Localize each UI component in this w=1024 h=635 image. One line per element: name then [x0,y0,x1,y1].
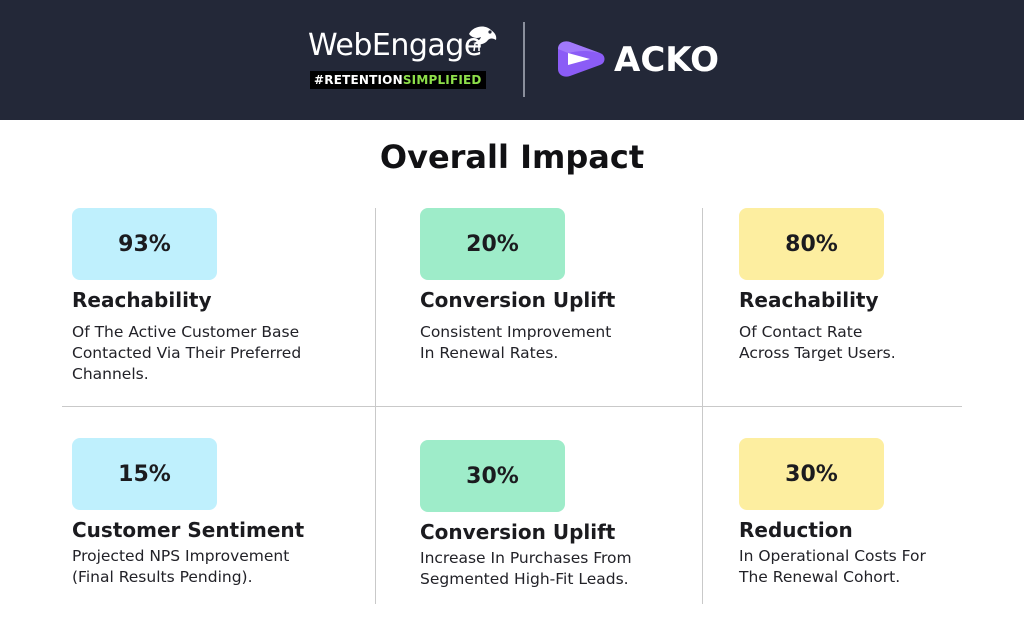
acko-mark-icon [558,41,605,77]
metric-description-line: Consistent Improvement [420,323,612,341]
metric-description-line: Across Target Users. [739,344,896,362]
acko-wordmark: ACKO [614,40,719,80]
metric-description-line: In Renewal Rates. [420,344,559,362]
metric-title: Reachability [739,288,879,312]
metric-value-badge: 30% [739,438,884,510]
metric-value-badge: 15% [72,438,217,510]
metric-value-badge: 30% [420,440,565,512]
webengage-wordmark: WebEngage [308,28,482,63]
grid-vertical-divider-1 [375,208,376,604]
header-banner: WebEngage #RETENTIONSIMPLIFIED ACKO [0,0,1024,120]
metric-description: Projected NPS Improvement (Final Results… [72,546,352,588]
metric-description: Increase In Purchases From Segmented Hig… [420,548,700,590]
bird-icon [469,26,497,52]
metric-value-badge: 93% [72,208,217,280]
grid-horizontal-divider [62,406,962,407]
metric-description-line: Of Contact Rate [739,323,863,341]
metric-value-badge: 80% [739,208,884,280]
grid-vertical-divider-2 [702,208,703,604]
tag-part-simplified: SIMPLIFIED [402,73,482,87]
metric-value-badge: 20% [420,208,565,280]
metric-description-line: In Operational Costs For [739,547,926,565]
retention-simplified-tag: #RETENTIONSIMPLIFIED [310,71,486,89]
metric-description: Of Contact Rate Across Target Users. [739,322,1019,364]
metric-description-line: Channels. [72,365,149,383]
acko-logo: ACKO [554,37,724,83]
metric-description-line: The Renewal Cohort. [739,568,901,586]
tag-part-retention: #RETENTION [314,73,403,87]
metric-title: Reduction [739,518,853,542]
metric-description-line: Of The Active Customer Base [72,323,300,341]
metric-description-line: Contacted Via Their Preferred [72,344,302,362]
metric-title: Conversion Uplift [420,288,616,312]
metric-description-line: Projected NPS Improvement [72,547,290,565]
metric-title: Conversion Uplift [420,520,616,544]
metric-description-line: (Final Results Pending). [72,568,253,586]
metric-description-line: Increase In Purchases From [420,549,632,567]
webengage-logo: WebEngage #RETENTIONSIMPLIFIED [308,26,498,90]
metric-description: Consistent Improvement In Renewal Rates. [420,322,700,364]
metric-title: Customer Sentiment [72,518,305,542]
header-divider [523,22,525,97]
page-title: Overall Impact [379,138,645,176]
metric-description-line: Segmented High-Fit Leads. [420,570,629,588]
metric-description: Of The Active Customer Base Contacted Vi… [72,322,352,385]
metric-title: Reachability [72,288,212,312]
metric-description: In Operational Costs For The Renewal Coh… [739,546,1019,588]
